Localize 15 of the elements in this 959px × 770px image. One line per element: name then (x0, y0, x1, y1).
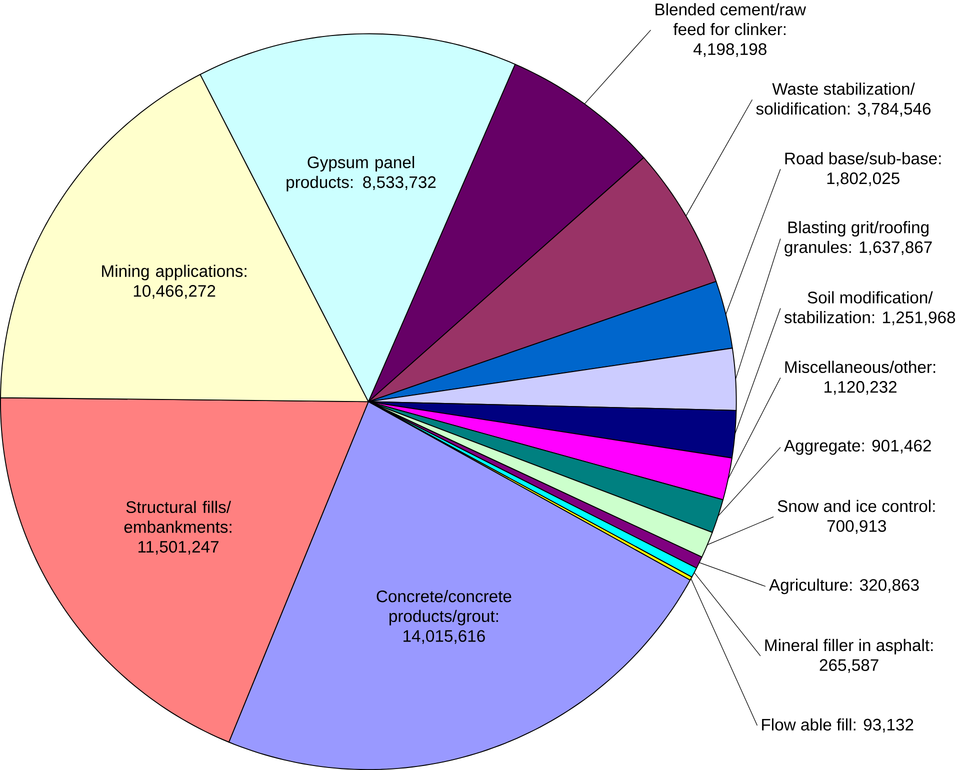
slice-label: Waste stabilization/ solidification: 3,784,546 (756, 82, 931, 117)
slice-label: Mineral filler in asphalt: 265,587 (765, 638, 933, 673)
slice-label: Snow and ice control: 700,913 (778, 500, 935, 534)
slice-label: Concrete/concrete products/grout: 14,015,616 (376, 590, 512, 644)
slice-label: Structural fills/ embankments: 11,501,247 (124, 500, 232, 555)
slice-label: Gypsum panel products: 8,533,732 (286, 156, 436, 192)
slice-label: Blended cement/raw feed for clinker: 4,198,198 (656, 3, 806, 57)
slice-label: Agriculture: 320,863 (769, 578, 919, 594)
slice-label: Soil modification/ stabilization: 1,251,968 (784, 291, 956, 326)
slice-label: Mining applications: 10,466,272 (102, 264, 246, 299)
slice-label: Blasting grit/roofing granules: 1,637,867 (784, 220, 932, 256)
slice-label: Road base/sub-base: 1,802,025 (785, 152, 941, 186)
slice-label: Miscellaneous/other: 1,120,232 (785, 360, 936, 395)
slice-label: Flow able fill: 93,132 (762, 718, 914, 733)
slice-label: Aggregate: 901,462 (784, 440, 931, 455)
